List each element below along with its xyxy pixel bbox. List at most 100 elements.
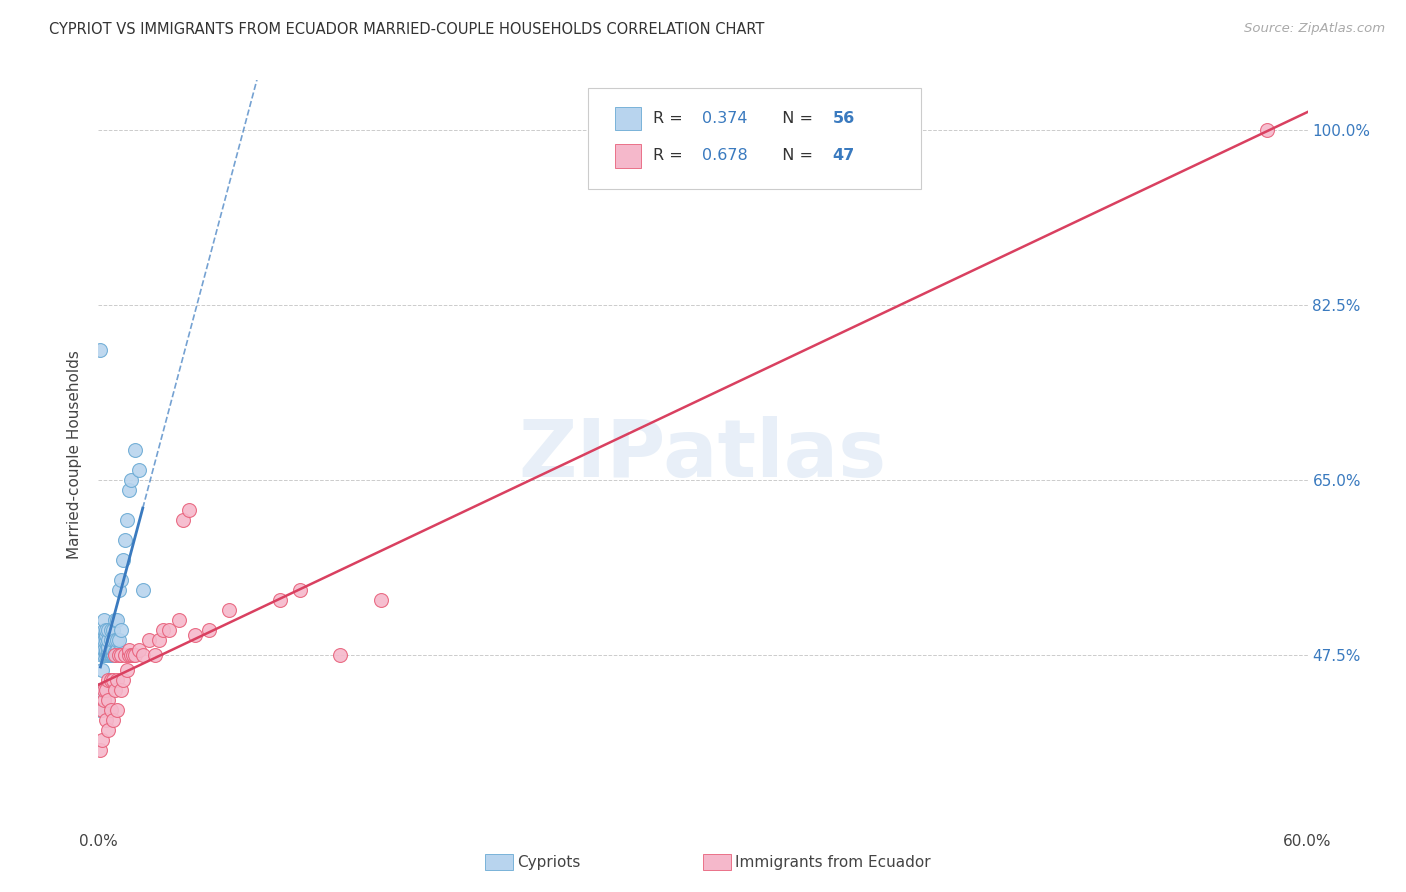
- FancyBboxPatch shape: [614, 144, 641, 168]
- Point: [97, 642, 120, 657]
- Point: [110, 648, 132, 662]
- Point: [179, 503, 201, 517]
- Point: [96, 645, 118, 659]
- Point: [89, 703, 111, 717]
- Point: [143, 648, 166, 662]
- Point: [100, 648, 122, 662]
- Point: [103, 648, 125, 662]
- Point: [91, 703, 114, 717]
- Point: [107, 645, 129, 659]
- Text: Source: ZipAtlas.com: Source: ZipAtlas.com: [1244, 22, 1385, 36]
- Point: [114, 648, 136, 662]
- Point: [107, 648, 129, 662]
- Point: [101, 642, 124, 657]
- Point: [97, 692, 120, 706]
- Point: [198, 623, 221, 637]
- Text: 0.374: 0.374: [702, 111, 748, 126]
- Y-axis label: Married-couple Households: Married-couple Households: [67, 351, 83, 559]
- Text: R =: R =: [654, 111, 689, 126]
- Point: [118, 642, 141, 657]
- Point: [101, 673, 124, 687]
- Point: [172, 513, 194, 527]
- Point: [114, 533, 136, 547]
- Point: [100, 645, 122, 659]
- Point: [107, 582, 129, 597]
- Point: [132, 582, 155, 597]
- Point: [91, 648, 114, 662]
- Point: [91, 663, 114, 677]
- Point: [96, 713, 118, 727]
- Point: [132, 648, 155, 662]
- Point: [138, 632, 160, 647]
- Point: [97, 647, 120, 661]
- Point: [103, 647, 125, 661]
- Point: [97, 648, 120, 662]
- Point: [96, 623, 118, 637]
- FancyBboxPatch shape: [588, 87, 921, 189]
- Text: ZIPatlas: ZIPatlas: [519, 416, 887, 494]
- Point: [152, 623, 174, 637]
- Text: CYPRIOT VS IMMIGRANTS FROM ECUADOR MARRIED-COUPLE HOUSEHOLDS CORRELATION CHART: CYPRIOT VS IMMIGRANTS FROM ECUADOR MARRI…: [49, 22, 765, 37]
- Point: [167, 613, 190, 627]
- Point: [184, 628, 207, 642]
- Point: [124, 648, 146, 662]
- Point: [93, 613, 115, 627]
- Point: [96, 682, 118, 697]
- Point: [93, 623, 115, 637]
- Point: [124, 442, 146, 457]
- Point: [105, 632, 128, 647]
- Point: [121, 648, 143, 662]
- Point: [89, 682, 111, 697]
- Point: [103, 645, 125, 659]
- Point: [93, 692, 115, 706]
- Point: [370, 592, 392, 607]
- Point: [96, 632, 118, 647]
- Point: [89, 742, 111, 756]
- Point: [110, 682, 132, 697]
- FancyBboxPatch shape: [614, 106, 641, 130]
- Point: [157, 623, 180, 637]
- Point: [100, 703, 122, 717]
- Point: [288, 582, 311, 597]
- Point: [100, 673, 122, 687]
- Point: [101, 648, 124, 662]
- Point: [111, 673, 134, 687]
- Point: [93, 632, 115, 647]
- Point: [97, 673, 120, 687]
- Point: [118, 483, 141, 497]
- Point: [97, 632, 120, 647]
- Point: [218, 603, 240, 617]
- Point: [101, 623, 124, 637]
- Point: [100, 642, 122, 657]
- Point: [105, 646, 128, 660]
- Point: [101, 713, 124, 727]
- Text: N =: N =: [772, 111, 818, 126]
- Point: [103, 613, 125, 627]
- Text: 47: 47: [832, 148, 855, 163]
- Point: [97, 640, 120, 654]
- Point: [111, 553, 134, 567]
- Point: [96, 628, 118, 642]
- Text: R =: R =: [654, 148, 689, 163]
- Point: [97, 623, 120, 637]
- Text: 0.678: 0.678: [702, 148, 748, 163]
- Point: [110, 623, 132, 637]
- Point: [97, 723, 120, 737]
- Point: [93, 682, 115, 697]
- Text: N =: N =: [772, 148, 818, 163]
- Point: [120, 648, 142, 662]
- Point: [91, 732, 114, 747]
- Point: [103, 682, 125, 697]
- Text: Cypriots: Cypriots: [517, 855, 581, 870]
- Point: [93, 642, 115, 657]
- Point: [115, 513, 138, 527]
- Text: Immigrants from Ecuador: Immigrants from Ecuador: [735, 855, 931, 870]
- Point: [329, 648, 352, 662]
- Point: [1256, 123, 1278, 137]
- Point: [93, 648, 115, 662]
- Point: [96, 642, 118, 657]
- Point: [100, 647, 122, 661]
- Point: [96, 648, 118, 662]
- Point: [100, 623, 122, 637]
- Point: [100, 632, 122, 647]
